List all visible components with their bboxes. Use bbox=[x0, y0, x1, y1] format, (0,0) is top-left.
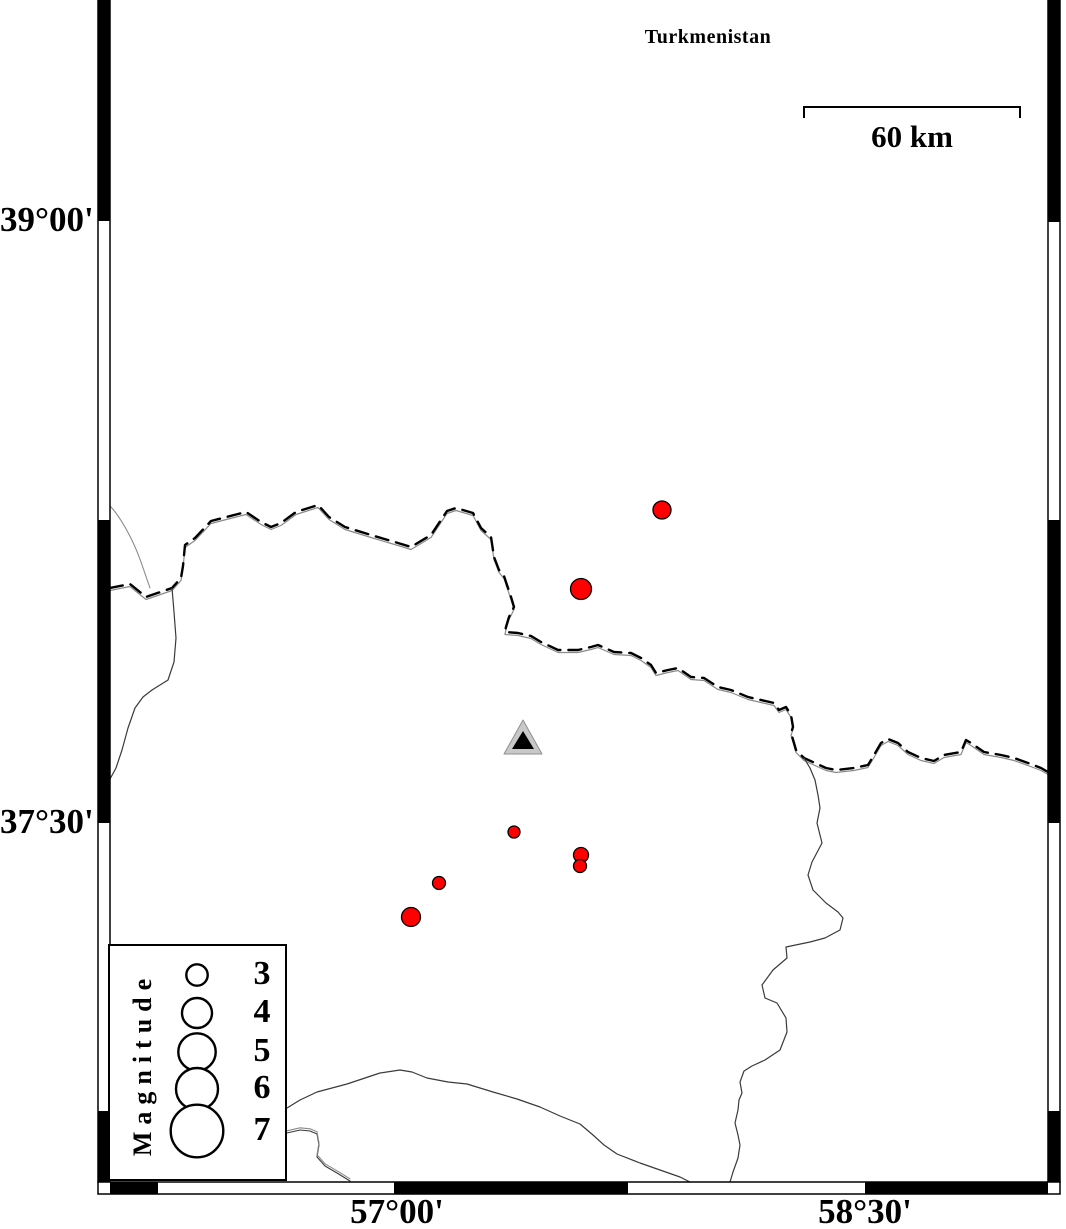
country-border-line bbox=[110, 506, 1048, 776]
region-label-turkmenistan: Turkmenistan bbox=[644, 26, 772, 48]
legend-title: Magnitude bbox=[128, 971, 157, 1157]
province-boundary-west bbox=[110, 587, 177, 780]
earthquake-marker bbox=[507, 825, 521, 839]
legend-magnitude-circle bbox=[169, 1103, 225, 1159]
lat-label-39-00: 39°00' bbox=[0, 200, 94, 239]
scale-bar bbox=[803, 106, 1021, 118]
earthquake-marker bbox=[569, 577, 593, 601]
station-triangle-inner bbox=[512, 731, 534, 749]
marker-layer bbox=[400, 500, 672, 928]
legend-magnitude-value: 3 bbox=[253, 955, 271, 992]
province-boundary-east bbox=[729, 757, 844, 1182]
southern-boundary-line bbox=[286, 1069, 691, 1182]
legend-magnitude-circle bbox=[180, 996, 214, 1030]
earthquake-marker bbox=[431, 875, 447, 891]
legend-circles bbox=[169, 963, 225, 1159]
scale-bar-label: 60 km bbox=[871, 119, 953, 154]
coast-hook-line-shadow bbox=[286, 1127, 351, 1180]
legend-magnitude-circle bbox=[177, 1032, 217, 1072]
earthquake-marker bbox=[400, 906, 422, 928]
lon-label-57-00: 57°00' bbox=[350, 1192, 444, 1229]
border-line-nw-arc bbox=[110, 505, 151, 589]
lon-label-58-30: 58°30' bbox=[818, 1192, 912, 1229]
legend-magnitude-value: 7 bbox=[253, 1111, 271, 1148]
map-frame bbox=[97, 0, 1061, 1195]
lat-label-37-30: 37°30' bbox=[0, 802, 94, 841]
earthquake-marker bbox=[652, 500, 672, 520]
legend-magnitude-value: 4 bbox=[253, 993, 271, 1030]
legend-magnitude-circle bbox=[185, 963, 209, 987]
legend-magnitude-value: 6 bbox=[253, 1069, 271, 1106]
legend-magnitude-value: 5 bbox=[253, 1032, 271, 1069]
country-border-dashed bbox=[110, 503, 1048, 774]
earthquake-marker bbox=[572, 858, 588, 874]
